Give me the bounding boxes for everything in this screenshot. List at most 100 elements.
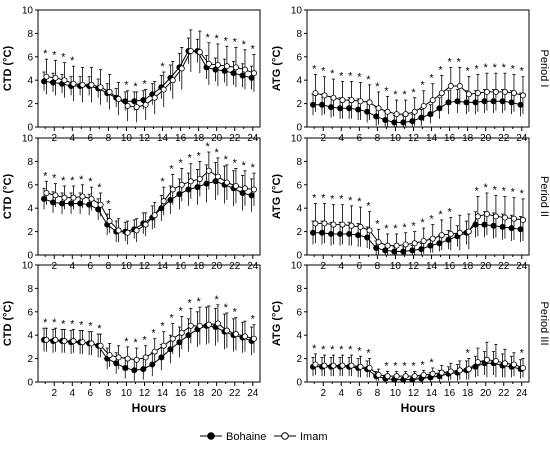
data-point-bohaine [68, 200, 75, 207]
data-point-imam [115, 227, 122, 234]
data-point-imam [178, 65, 185, 72]
significance-star: * [375, 81, 380, 93]
significance-star: * [124, 336, 129, 348]
significance-star: * [224, 302, 229, 314]
significance-star: * [366, 348, 371, 360]
data-point-imam [214, 173, 221, 180]
x-tick-label: 18 [462, 388, 474, 399]
data-point-imam [133, 227, 140, 234]
data-point-bohaine [328, 230, 335, 237]
data-point-imam [447, 368, 454, 375]
data-point-imam [456, 367, 463, 374]
data-point-imam [106, 88, 113, 95]
data-point-imam [330, 221, 337, 228]
data-point-imam [196, 175, 203, 182]
data-point-imam [384, 242, 391, 249]
data-point-bohaine [140, 366, 147, 373]
significance-star: * [330, 194, 335, 206]
data-point-imam [420, 371, 427, 378]
y-tick-label: 10 [22, 261, 34, 272]
y-tick-label: 6 [296, 52, 302, 63]
x-tick-label: 24 [516, 388, 528, 399]
significance-star: * [330, 344, 335, 356]
data-point-imam [151, 94, 158, 101]
significance-star: * [251, 314, 256, 326]
x-tick-label: 8 [375, 261, 381, 272]
significance-star: * [348, 344, 353, 356]
data-point-imam [142, 354, 149, 361]
data-point-imam [124, 229, 131, 236]
data-point-bohaine [400, 119, 407, 126]
data-point-bohaine [499, 223, 506, 230]
significance-star: * [151, 328, 156, 340]
series-line-imam [46, 50, 255, 108]
data-point-bohaine [346, 230, 353, 237]
data-point-bohaine [86, 201, 93, 208]
data-point-bohaine [230, 70, 237, 77]
data-point-bohaine [310, 229, 317, 236]
y-tick-label: 6 [296, 180, 302, 191]
data-point-imam [402, 373, 409, 380]
significance-star: * [429, 73, 434, 85]
significance-star: * [312, 63, 317, 75]
data-point-bohaine [167, 346, 174, 353]
data-point-imam [447, 230, 454, 237]
significance-star: * [393, 360, 398, 372]
y-tick-label: 10 [22, 134, 34, 145]
data-point-imam [510, 215, 517, 222]
y-tick-label: 0 [296, 378, 302, 389]
significance-star: * [402, 360, 407, 372]
data-point-bohaine [508, 225, 515, 232]
data-point-bohaine [382, 116, 389, 123]
x-tick-label: 18 [193, 261, 205, 272]
significance-star: * [520, 188, 525, 200]
data-point-imam [519, 92, 526, 99]
data-point-imam [411, 108, 418, 115]
data-point-bohaine [113, 360, 120, 367]
data-point-imam [241, 333, 248, 340]
data-point-imam [366, 99, 373, 106]
x-tick-label: 8 [375, 388, 381, 399]
data-point-imam [510, 90, 517, 97]
x-tick-label: 6 [88, 261, 94, 272]
data-point-imam [142, 101, 149, 108]
data-point-imam [241, 66, 248, 73]
data-point-bohaine [490, 222, 497, 229]
data-point-bohaine [131, 367, 138, 374]
significance-star: * [88, 321, 93, 333]
y-axis-label: CTD (°C) [2, 174, 14, 220]
data-point-bohaine [346, 105, 353, 112]
y-tick-label: 6 [296, 307, 302, 318]
significance-star: * [330, 68, 335, 80]
significance-star: * [366, 74, 371, 86]
data-point-imam [312, 361, 319, 368]
y-axis-label: ATG (°C) [271, 174, 283, 219]
y-tick-label: 8 [27, 29, 33, 40]
data-point-imam [97, 84, 104, 91]
significance-star: * [502, 186, 507, 198]
data-point-imam [411, 240, 418, 247]
data-point-imam [447, 83, 454, 90]
significance-star: * [224, 35, 229, 47]
period-label: Period I [538, 50, 550, 88]
data-point-imam [474, 90, 481, 97]
significance-star: * [187, 153, 192, 165]
data-point-imam [429, 97, 436, 104]
x-tick-label: 14 [426, 388, 438, 399]
y-tick-label: 4 [27, 331, 33, 342]
significance-star: * [52, 49, 57, 61]
significance-star: * [456, 56, 461, 68]
significance-star: * [224, 154, 229, 166]
data-point-bohaine [319, 229, 326, 236]
significance-star: * [375, 218, 380, 230]
significance-star: * [43, 170, 48, 182]
significance-star: * [43, 317, 48, 329]
significance-star: * [97, 182, 102, 194]
significance-star: * [142, 79, 147, 91]
data-point-imam [483, 88, 490, 95]
data-point-imam [519, 364, 526, 371]
data-point-bohaine [122, 364, 129, 371]
data-point-bohaine [418, 246, 425, 253]
